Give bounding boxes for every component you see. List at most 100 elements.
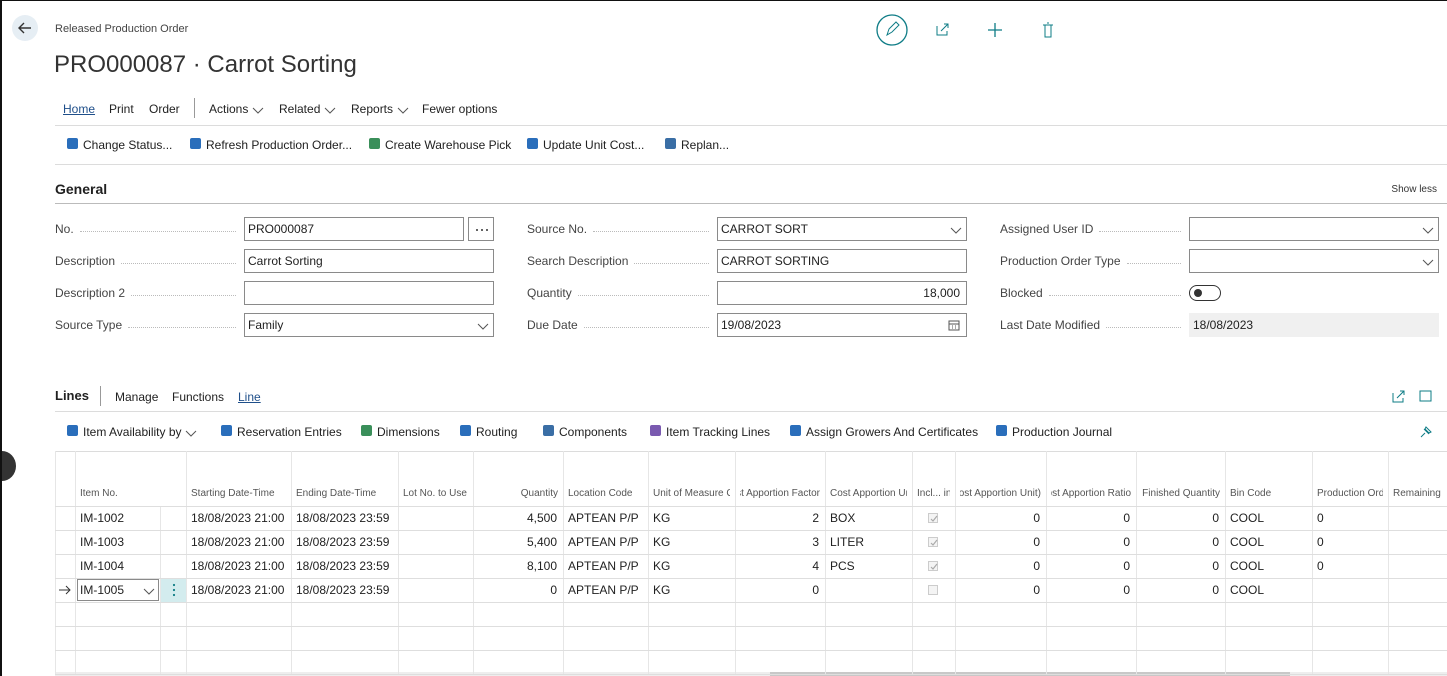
input-field[interactable] (244, 281, 494, 305)
checkmark (930, 515, 938, 522)
column-header[interactable]: Finished Quantity (1141, 457, 1220, 500)
table-cell: 18/08/2023 21:00 (191, 535, 285, 549)
line-action[interactable]: Routing (476, 425, 518, 439)
menu-group[interactable]: Actions (209, 102, 249, 116)
action-button[interactable]: Change Status... (83, 138, 173, 152)
menu-more[interactable]: Fewer options (422, 102, 498, 116)
input-field[interactable]: Family (244, 313, 494, 337)
lines-icons[interactable] (1390, 387, 1440, 405)
column-header[interactable]: Remaining Quantity (1393, 457, 1444, 500)
column-header[interactable]: Location Code (568, 457, 643, 500)
show-less[interactable]: Show less (1391, 184, 1437, 195)
lines-tab[interactable]: Manage (115, 390, 159, 404)
action-button[interactable]: Refresh Production Order... (206, 138, 353, 152)
chevron (1422, 259, 1434, 266)
divider (55, 203, 1447, 204)
toggle[interactable] (1189, 285, 1221, 301)
divider (55, 164, 1447, 165)
table-cell: 0 (1212, 511, 1219, 525)
menu-tab[interactable]: Order (149, 102, 180, 116)
column-line (1388, 451, 1389, 674)
field-label: No. (55, 222, 74, 236)
table-cell: COOL (1230, 511, 1265, 525)
input-field[interactable] (1189, 217, 1439, 241)
column-header[interactable]: Starting Date-Time (191, 457, 286, 500)
back-button[interactable] (11, 14, 39, 42)
pin-icon[interactable] (1417, 423, 1435, 441)
row-line (55, 602, 1447, 603)
table-cell: 0 (1212, 583, 1219, 597)
line-action[interactable]: Item Availability by (83, 425, 182, 439)
field-label: Assigned User ID (1000, 222, 1094, 236)
table-cell: 0 (1123, 535, 1130, 549)
icon (790, 425, 801, 436)
line-action[interactable]: Production Journal (1012, 425, 1113, 439)
action-button[interactable]: Update Unit Cost... (543, 138, 645, 152)
column-header[interactable]: Item No. (80, 457, 181, 500)
input-field[interactable]: Carrot Sorting (244, 249, 494, 273)
menu-group[interactable]: Related (279, 102, 321, 116)
menu-tab[interactable]: Home (63, 102, 96, 116)
column-header[interactable]: Cost Apportion Unit Of Measure (830, 457, 907, 500)
icon (190, 138, 201, 149)
column-header[interactable]: Ending Date-Time (296, 457, 393, 500)
line-action[interactable]: Assign Growers And Certificates (806, 425, 979, 439)
table-cell: 0 (550, 583, 557, 597)
column-header[interactable]: Lot No. to Use (403, 457, 468, 500)
column-header[interactable]: Cost Apportion Ratio (1051, 457, 1131, 500)
line-action[interactable]: Dimensions (377, 425, 440, 439)
input-field[interactable]: PRO000087 (244, 217, 464, 241)
line-action[interactable]: Item Tracking Lines (666, 425, 771, 439)
icon (221, 425, 232, 436)
menu-tab[interactable]: Print (109, 102, 134, 116)
column-header[interactable]: Cost Apportion Factor (740, 457, 820, 500)
toolbar-icons[interactable] (875, 13, 1065, 47)
input-field[interactable]: CARROT SORTING (717, 249, 967, 273)
column-header[interactable]: Quantity (478, 457, 558, 500)
item-input[interactable] (77, 579, 159, 601)
table-cell: LITER (830, 535, 865, 549)
checkbox (928, 513, 938, 523)
row-arrow (59, 585, 71, 595)
lookup-button[interactable] (468, 217, 494, 241)
column-line (186, 451, 187, 674)
table-cell: PCS (830, 559, 855, 573)
column-header[interactable]: Finished Qty. (Cost Apportion Unit) (960, 457, 1041, 500)
table-cell: KG (653, 583, 671, 597)
page-title: PRO000087 · Carrot Sorting (54, 51, 357, 78)
icon (543, 425, 554, 436)
table-cell: 0 (1123, 559, 1130, 573)
column-header[interactable]: Production Order Type (1317, 457, 1383, 500)
lines-tab[interactable]: Functions (172, 390, 225, 404)
column-line (1136, 451, 1137, 674)
column-line (55, 451, 56, 674)
action-button[interactable]: Create Warehouse Pick (385, 138, 512, 152)
table-cell: APTEAN P/P (568, 511, 639, 525)
field-value: 18,000 (923, 286, 960, 300)
input-field[interactable]: 18,000 (717, 281, 967, 305)
row-line (55, 674, 1447, 675)
column-header[interactable]: Incl... in Cost App... (917, 457, 950, 500)
column-header[interactable]: Bin Code (1230, 457, 1307, 500)
table-cell: 0 (1033, 583, 1040, 597)
table-cell: IM-1002 (80, 511, 125, 525)
line-action[interactable]: Components (559, 425, 628, 439)
input-field[interactable]: CARROT SORT (717, 217, 967, 241)
row-line (55, 530, 1447, 531)
input-field[interactable]: 19/08/2023 (717, 313, 967, 337)
action-button[interactable]: Replan... (681, 138, 730, 152)
table-cell: IM-1004 (80, 559, 125, 573)
leader (593, 231, 709, 232)
input-field[interactable] (1189, 249, 1439, 273)
menu-group[interactable]: Reports (351, 102, 394, 116)
table-cell: COOL (1230, 535, 1265, 549)
icon (665, 138, 676, 149)
column-header-text: Cost Apportion Ratio (1051, 488, 1131, 499)
table-cell: 0 (1123, 511, 1130, 525)
column-header-text: Finished Qty. (Cost Apportion Unit) (960, 488, 1041, 499)
separator (100, 386, 101, 406)
column-header[interactable]: Unit of Measure Code (653, 457, 730, 500)
line-action[interactable]: Reservation Entries (237, 425, 342, 439)
breadcrumb: Released Production Order (55, 23, 189, 35)
lines-tab[interactable]: Line (238, 390, 261, 404)
